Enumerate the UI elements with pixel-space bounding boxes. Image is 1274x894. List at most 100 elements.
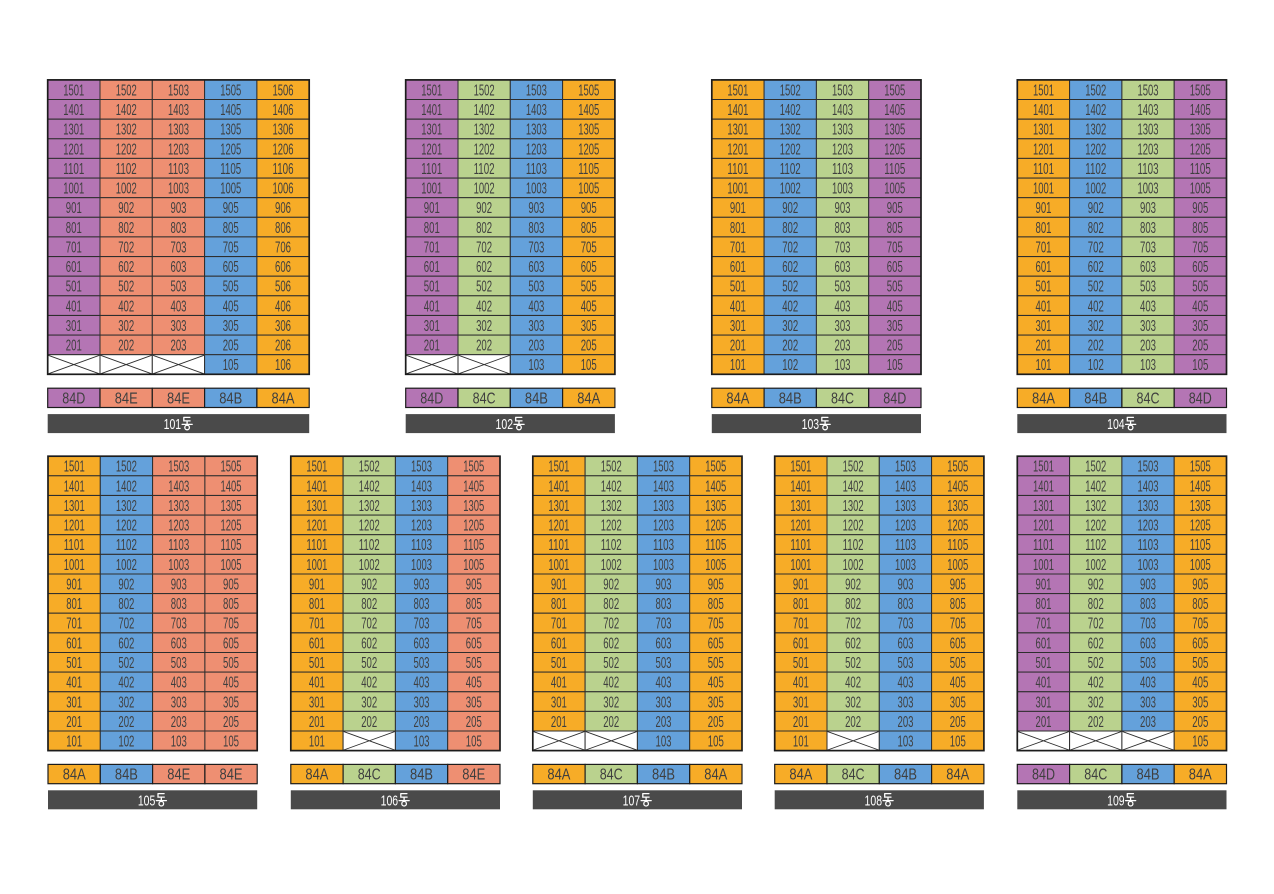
svg-text:105: 105 xyxy=(138,792,156,809)
svg-text:502: 502 xyxy=(845,655,861,672)
svg-text:205: 205 xyxy=(950,714,966,731)
svg-text:1001: 1001 xyxy=(727,181,748,198)
svg-text:84A: 84A xyxy=(63,767,86,784)
svg-text:405: 405 xyxy=(1192,298,1208,315)
svg-text:401: 401 xyxy=(793,675,809,692)
svg-text:84A: 84A xyxy=(1189,767,1212,784)
svg-text:402: 402 xyxy=(118,298,134,315)
svg-text:1002: 1002 xyxy=(359,557,380,574)
svg-text:1105: 1105 xyxy=(884,161,905,178)
svg-text:501: 501 xyxy=(730,279,746,296)
svg-text:402: 402 xyxy=(1088,675,1104,692)
svg-text:1102: 1102 xyxy=(116,161,137,178)
svg-text:1006: 1006 xyxy=(273,181,294,198)
svg-text:1203: 1203 xyxy=(653,518,674,535)
svg-text:801: 801 xyxy=(730,220,746,237)
svg-text:1201: 1201 xyxy=(421,141,442,158)
svg-text:1203: 1203 xyxy=(1138,518,1159,535)
svg-text:1303: 1303 xyxy=(653,498,674,515)
svg-text:701: 701 xyxy=(66,616,82,633)
svg-text:203: 203 xyxy=(835,338,851,355)
svg-text:101: 101 xyxy=(66,734,82,751)
svg-text:301: 301 xyxy=(793,694,809,711)
svg-text:103: 103 xyxy=(835,357,851,374)
svg-text:105: 105 xyxy=(581,357,597,374)
svg-text:601: 601 xyxy=(66,259,82,276)
svg-text:501: 501 xyxy=(66,279,82,296)
svg-text:1505: 1505 xyxy=(1190,82,1211,99)
svg-text:902: 902 xyxy=(118,200,134,217)
svg-text:801: 801 xyxy=(1036,596,1052,613)
svg-text:84D: 84D xyxy=(62,390,85,407)
svg-text:1005: 1005 xyxy=(220,181,241,198)
svg-text:302: 302 xyxy=(845,694,861,711)
svg-text:84B: 84B xyxy=(894,767,917,784)
svg-text:84E: 84E xyxy=(167,390,190,407)
svg-text:84B: 84B xyxy=(652,767,675,784)
svg-text:305: 305 xyxy=(708,694,724,711)
svg-text:1405: 1405 xyxy=(463,478,484,495)
svg-text:901: 901 xyxy=(309,577,325,594)
svg-text:1501: 1501 xyxy=(306,459,327,476)
svg-text:1101: 1101 xyxy=(790,537,811,554)
svg-text:1105: 1105 xyxy=(1190,537,1211,554)
svg-text:601: 601 xyxy=(66,635,82,652)
svg-text:802: 802 xyxy=(118,220,134,237)
svg-text:303: 303 xyxy=(171,694,187,711)
svg-text:1102: 1102 xyxy=(1085,161,1106,178)
svg-text:84C: 84C xyxy=(358,767,381,784)
svg-text:1501: 1501 xyxy=(63,82,84,99)
svg-text:84B: 84B xyxy=(410,767,433,784)
svg-text:84D: 84D xyxy=(1032,767,1055,784)
svg-text:84B: 84B xyxy=(525,390,548,407)
svg-text:1005: 1005 xyxy=(947,557,968,574)
svg-text:1101: 1101 xyxy=(727,161,748,178)
svg-text:105: 105 xyxy=(223,357,239,374)
svg-text:403: 403 xyxy=(898,675,914,692)
svg-text:1301: 1301 xyxy=(421,122,442,139)
svg-text:1503: 1503 xyxy=(1138,459,1159,476)
svg-text:302: 302 xyxy=(118,318,134,335)
svg-text:1003: 1003 xyxy=(653,557,674,574)
svg-text:401: 401 xyxy=(66,675,82,692)
svg-text:1302: 1302 xyxy=(780,122,801,139)
svg-text:84A: 84A xyxy=(577,390,600,407)
svg-text:505: 505 xyxy=(223,655,239,672)
svg-text:1201: 1201 xyxy=(790,518,811,535)
svg-text:402: 402 xyxy=(782,298,798,315)
svg-text:1406: 1406 xyxy=(273,102,294,119)
svg-text:302: 302 xyxy=(476,318,492,335)
svg-text:1003: 1003 xyxy=(895,557,916,574)
svg-text:1405: 1405 xyxy=(1190,478,1211,495)
svg-text:503: 503 xyxy=(656,655,672,672)
svg-text:201: 201 xyxy=(66,714,82,731)
svg-text:1302: 1302 xyxy=(1085,122,1106,139)
svg-text:1505: 1505 xyxy=(705,459,726,476)
svg-text:603: 603 xyxy=(528,259,544,276)
svg-text:205: 205 xyxy=(708,714,724,731)
svg-text:1402: 1402 xyxy=(601,478,622,495)
svg-text:701: 701 xyxy=(1036,616,1052,633)
svg-text:803: 803 xyxy=(656,596,672,613)
svg-text:905: 905 xyxy=(466,577,482,594)
svg-text:505: 505 xyxy=(581,279,597,296)
svg-text:1102: 1102 xyxy=(601,537,622,554)
svg-text:301: 301 xyxy=(66,318,82,335)
svg-text:1505: 1505 xyxy=(1190,459,1211,476)
svg-text:1401: 1401 xyxy=(1033,102,1054,119)
svg-text:1002: 1002 xyxy=(780,181,801,198)
svg-text:503: 503 xyxy=(898,655,914,672)
svg-text:305: 305 xyxy=(1192,318,1208,335)
svg-text:905: 905 xyxy=(1192,577,1208,594)
svg-text:505: 505 xyxy=(1192,279,1208,296)
svg-text:805: 805 xyxy=(581,220,597,237)
svg-text:1402: 1402 xyxy=(359,478,380,495)
svg-text:1502: 1502 xyxy=(1085,459,1106,476)
svg-text:805: 805 xyxy=(223,596,239,613)
svg-text:1303: 1303 xyxy=(168,122,189,139)
svg-text:301: 301 xyxy=(551,694,567,711)
svg-text:503: 503 xyxy=(414,655,430,672)
svg-text:1001: 1001 xyxy=(1033,181,1054,198)
svg-text:1301: 1301 xyxy=(1033,498,1054,515)
svg-text:1303: 1303 xyxy=(1138,498,1159,515)
